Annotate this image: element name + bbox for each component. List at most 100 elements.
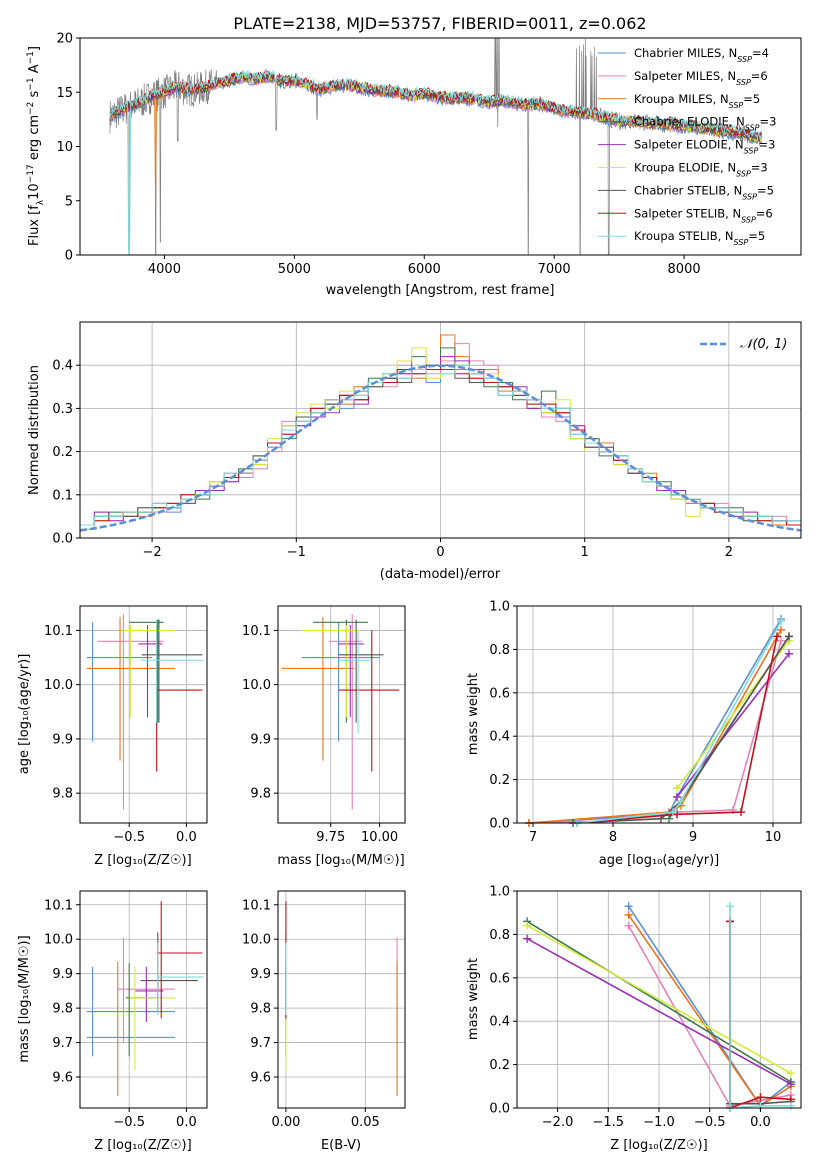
x-tick-label: 10.00 — [361, 830, 398, 845]
mass-weight-series — [528, 618, 782, 824]
spectrum-xlabel: wavelength [Angstrom, rest frame] — [326, 283, 555, 298]
age-vs-mass-panel: 9.75 10.00 9.8 9.9 10.0 10.1 mass [log₁₀(M/M☉… — [242, 605, 406, 868]
massweight-vs-z-xlabel: Z [log₁₀(Z/Z☉)] — [610, 1138, 707, 1153]
massweight-vs-z-plot-area — [517, 890, 801, 1112]
plus-marker — [523, 921, 532, 930]
spectrum-model-line — [109, 69, 762, 255]
y-tick-label: 9.9 — [52, 732, 73, 747]
massweight-vs-age-frame — [516, 605, 802, 824]
x-tick-label: 8 — [609, 830, 617, 845]
plus-marker — [773, 632, 781, 641]
y-tick-label: 9.6 — [250, 1071, 271, 1086]
plus-marker — [756, 1093, 765, 1102]
spectrum-plot-area — [109, 38, 763, 255]
y-tick-label: 0.0 — [52, 532, 73, 547]
y-tick-label: 9.9 — [52, 967, 73, 982]
plus-marker — [624, 910, 633, 919]
x-tick-label: 5000 — [278, 262, 311, 277]
age-vs-z-frame — [79, 605, 208, 824]
massweight-vs-z-ticks: −2.0 −1.5 −1.0 −0.5 0.0 0.0 0.2 0.4 0.6 0.8 1.0 — [489, 885, 770, 1131]
y-tick-label: 0.2 — [489, 1058, 510, 1073]
mass-vs-z-ylabel: mass [log₁₀(M/M☉)] — [17, 935, 32, 1062]
x-tick-label: 1 — [581, 545, 589, 560]
mass-weight-series — [676, 653, 790, 798]
y-tick-label: 0.8 — [489, 643, 510, 658]
x-tick-label: −0.5 — [113, 830, 145, 845]
plus-marker — [673, 784, 681, 793]
y-tick-label: 1.0 — [489, 885, 510, 900]
y-tick-label: 9.6 — [52, 1071, 73, 1086]
legend-entry: Chabrier STELIB, NSSP=5 — [634, 183, 774, 201]
plus-marker — [777, 636, 785, 645]
residuals-xlabel: (data-model)/error — [380, 567, 501, 582]
y-tick-label: 0.4 — [489, 1015, 510, 1030]
x-tick-label: 7 — [529, 830, 537, 845]
y-tick-label: 0.2 — [52, 445, 73, 460]
mass-vs-ebv-panel: 0.00 0.05 9.6 9.7 9.8 9.9 10.0 10.1 E(B-V) — [242, 890, 406, 1153]
mass-weight-series — [526, 937, 792, 1085]
plus-marker — [624, 902, 633, 911]
massweight-vs-age-ylabel: mass weight — [466, 673, 481, 755]
y-tick-label: 10.0 — [44, 678, 73, 693]
mass-vs-z-plot-area — [80, 891, 207, 1108]
massweight-vs-z-ylabel: mass weight — [466, 958, 481, 1040]
legend-entry: Chabrier ELODIE, NSSP=3 — [634, 115, 776, 133]
x-tick-label: −2.0 — [542, 1115, 574, 1130]
y-tick-label: 20 — [56, 32, 73, 47]
massweight-vs-age-xlabel: age [log₁₀(age/yr)] — [599, 853, 720, 868]
legend-entry: Kroupa MILES, NSSP=5 — [634, 92, 760, 110]
plus-marker — [786, 1080, 795, 1089]
mass-vs-ebv-plot-area — [278, 891, 405, 1108]
x-tick-label: 9.75 — [316, 830, 345, 845]
age-vs-z-xlabel: Z [log₁₀(Z/Z☉)] — [94, 853, 191, 868]
y-tick-label: 9.8 — [250, 1002, 271, 1017]
x-tick-label: 2 — [725, 545, 733, 560]
y-tick-label: 9.8 — [52, 1002, 73, 1017]
age-vs-z-ticks: −0.5 0.0 9.8 9.9 10.0 10.1 — [44, 624, 197, 845]
mass-weight-series — [526, 920, 792, 1083]
x-tick-label: 0 — [436, 545, 444, 560]
mass-vs-z-xlabel: Z [log₁₀(Z/Z☉)] — [94, 1138, 191, 1153]
mass-vs-z-ticks: −0.5 0.0 9.6 9.7 9.8 9.9 10.0 10.1 — [44, 898, 197, 1130]
age-vs-z-panel: −0.5 0.0 9.8 9.9 10.0 10.1 Z [log₁₀(Z/Z☉)] ag… — [17, 605, 208, 868]
x-tick-label: 0.0 — [176, 1115, 197, 1130]
y-tick-label: 9.8 — [250, 787, 271, 802]
plus-marker — [785, 649, 793, 658]
y-tick-label: 9.9 — [250, 967, 271, 982]
y-tick-label: 5 — [65, 194, 73, 209]
residuals-ylabel: Normed distribution — [27, 365, 42, 495]
y-tick-label: 0 — [65, 249, 73, 264]
y-tick-label: 0.6 — [489, 971, 510, 986]
spectrum-ticks: 4000 5000 6000 7000 8000 0 5 10 15 20 — [56, 32, 700, 278]
y-tick-label: 15 — [56, 86, 73, 101]
x-tick-label: 8000 — [668, 262, 701, 277]
age-vs-mass-plot-area — [278, 606, 405, 823]
massweight-vs-age-panel: 7 8 9 10 0.0 0.2 0.4 0.6 0.8 1.0 age [log₁₀(age/y… — [466, 600, 802, 868]
y-tick-label: 10.1 — [242, 624, 271, 639]
plus-marker — [737, 808, 745, 817]
residuals-legend: 𝒩(0, 1) — [700, 337, 787, 352]
y-tick-label: 0.1 — [52, 488, 73, 503]
x-tick-label: −1.5 — [592, 1115, 624, 1130]
plus-marker — [523, 934, 532, 943]
y-tick-label: 0.4 — [52, 359, 73, 374]
age-vs-z-plot-area — [80, 606, 207, 823]
legend-entry: Kroupa STELIB, NSSP=5 — [634, 229, 765, 247]
legend-entry: Salpeter ELODIE, NSSP=3 — [634, 138, 775, 156]
x-tick-label: −1 — [287, 545, 306, 560]
y-tick-label: 0.8 — [489, 928, 510, 943]
gaussian-legend-label: 𝒩(0, 1) — [740, 337, 787, 352]
mass-weight-series — [576, 636, 778, 824]
mass-vs-ebv-ticks: 0.00 0.05 9.6 9.7 9.8 9.9 10.0 10.1 — [242, 898, 380, 1130]
residuals-ticks: −2 −1 0 1 2 0.0 0.1 0.2 0.3 0.4 — [52, 359, 733, 560]
y-tick-label: 0.3 — [52, 402, 73, 417]
plus-marker — [673, 792, 681, 801]
y-tick-label: 0.2 — [489, 773, 510, 788]
age-vs-mass-ticks: 9.75 10.00 9.8 9.9 10.0 10.1 — [242, 624, 398, 845]
plus-marker — [777, 617, 785, 626]
massweight-vs-age-ticks: 7 8 9 10 0.0 0.2 0.4 0.6 0.8 1.0 — [489, 600, 781, 846]
mass-vs-z-panel: −0.5 0.0 9.6 9.7 9.8 9.9 10.0 10.1 Z [log₁₀(Z/Z… — [17, 890, 208, 1153]
x-tick-label: −1.0 — [643, 1115, 675, 1130]
y-tick-label: 0.0 — [489, 1102, 510, 1117]
